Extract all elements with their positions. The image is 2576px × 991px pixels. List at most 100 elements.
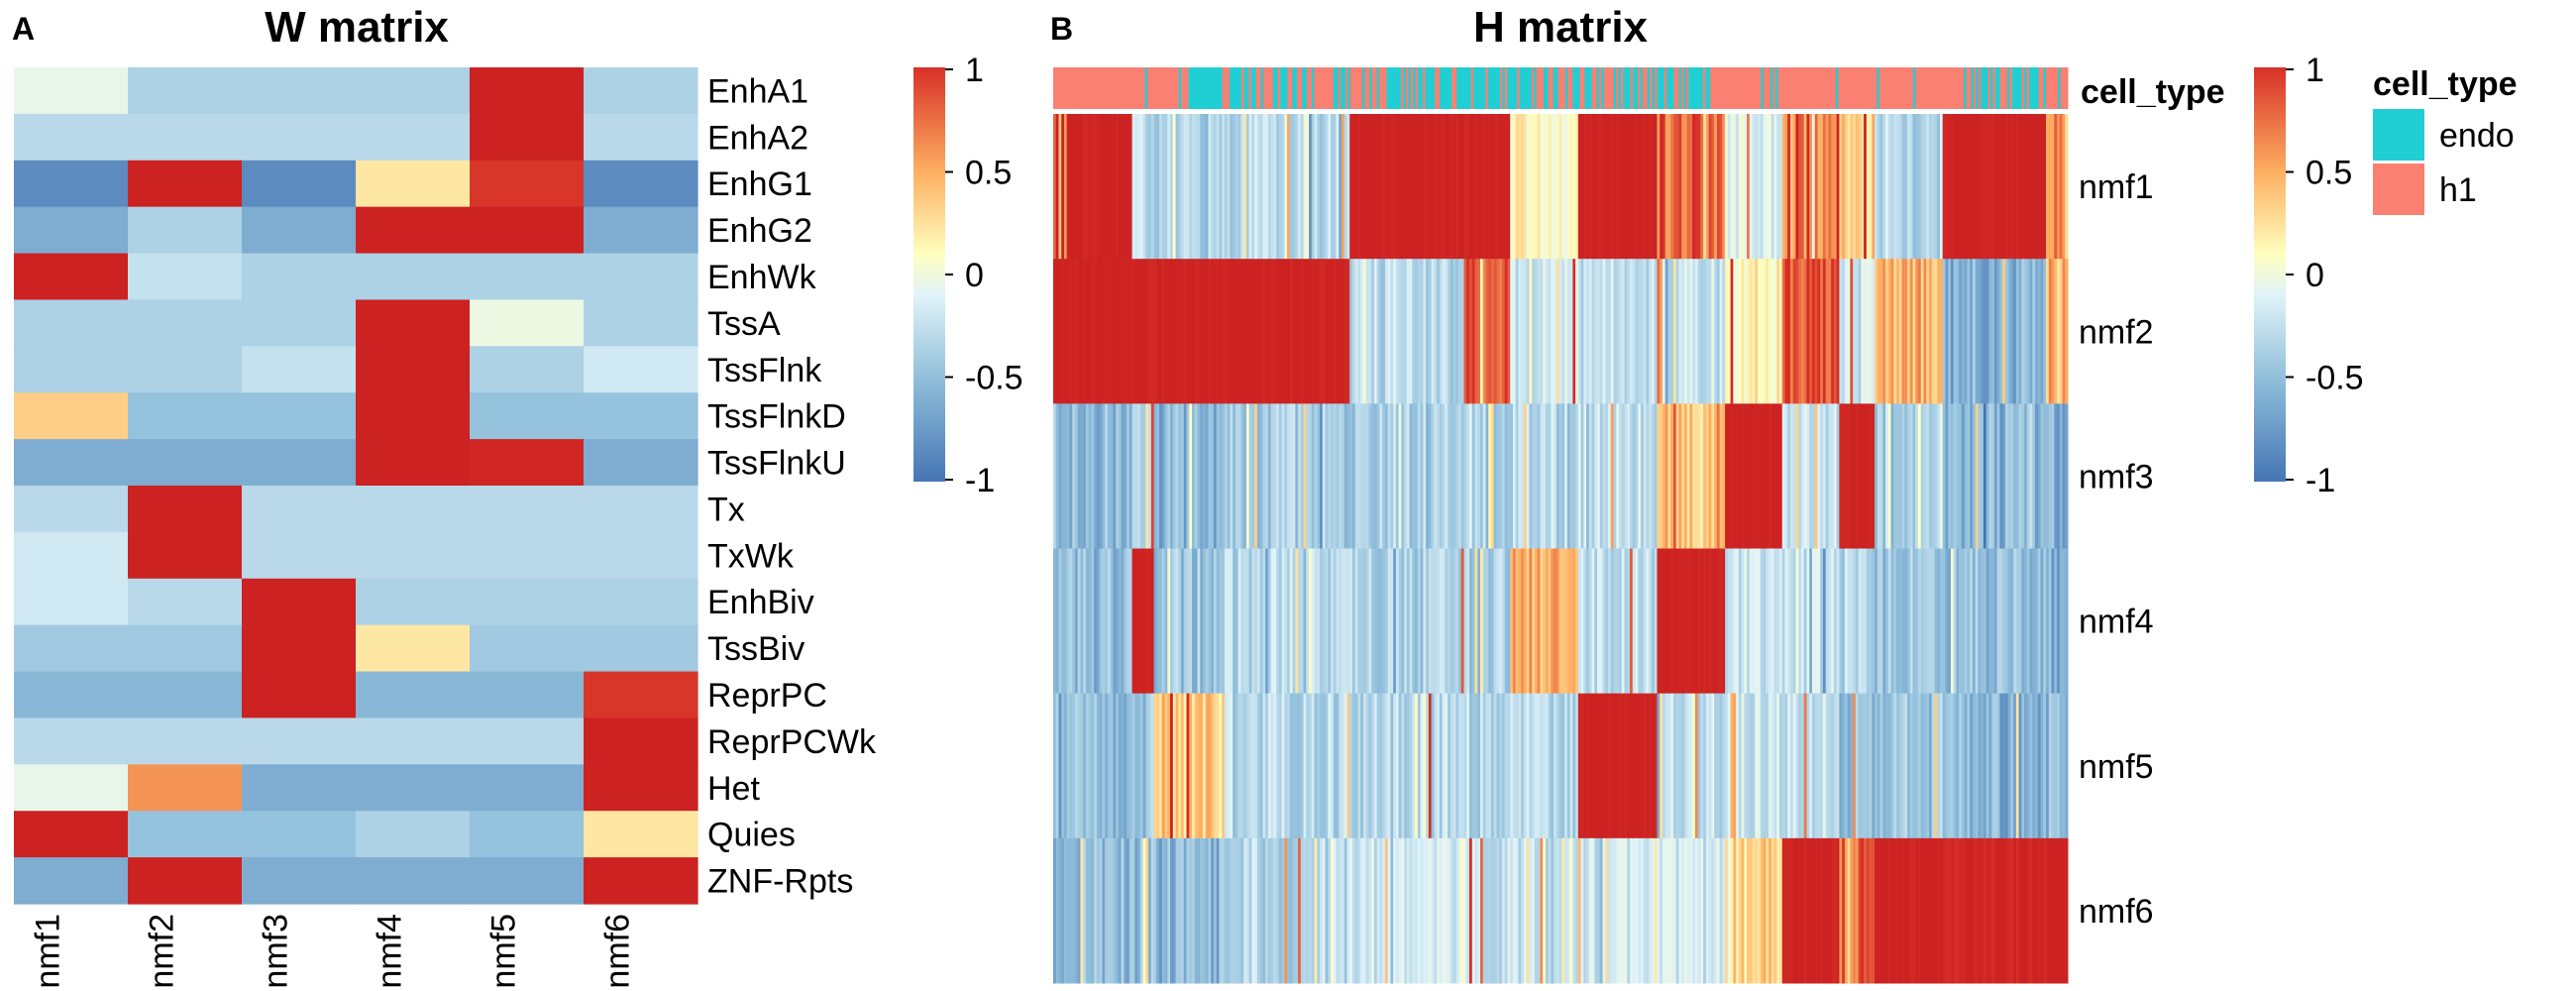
heatmap-cell (1398, 114, 1402, 260)
heatmap-cell (1300, 114, 1305, 260)
heatmap-cell (1619, 403, 1623, 549)
heatmap-cell (1262, 114, 1266, 260)
heatmap-cell (1558, 837, 1562, 984)
heatmap-cell (2048, 693, 2053, 839)
heatmap-cell (1725, 259, 1729, 404)
heatmap-cell (1482, 114, 1487, 260)
heatmap-cell (2021, 114, 2025, 260)
heatmap-cell (1452, 403, 1456, 549)
heatmap-cell (1128, 837, 1133, 984)
annotation-cell (1166, 67, 1170, 109)
heatmap-cell (470, 392, 585, 440)
heatmap-cell (1233, 837, 1236, 984)
heatmap-cell (1820, 693, 1824, 839)
heatmap-cell (1675, 114, 1679, 260)
heatmap-cell (356, 392, 471, 440)
heatmap-cell (1333, 548, 1338, 695)
heatmap-cell (1490, 114, 1495, 260)
heatmap-cell (1738, 403, 1743, 549)
heatmap-cell (1434, 548, 1438, 695)
heatmap-cell (1672, 548, 1677, 695)
heatmap-cell (1855, 693, 1860, 839)
heatmap-cell (1923, 837, 1927, 984)
heatmap-cell (1931, 837, 1935, 984)
heatmap-cell (1237, 259, 1241, 404)
heatmap-cell (1496, 259, 1500, 404)
heatmap-cell (1096, 548, 1101, 695)
annotation-cell (1321, 67, 1325, 109)
heatmap-cell (1460, 693, 1465, 839)
heatmap-cell (2043, 114, 2047, 260)
annotation-cell (1386, 67, 1390, 109)
heatmap-cell (1314, 403, 1318, 549)
heatmap-cell (1189, 403, 1193, 549)
annotation-cell (1915, 67, 1919, 109)
heatmap-cell (1452, 693, 1456, 839)
heatmap-cell (1934, 548, 1938, 695)
heatmap-cell (1853, 837, 1857, 984)
heatmap-cell (1964, 693, 1968, 839)
heatmap-cell (1893, 548, 1897, 695)
annotation-cell (1556, 67, 1559, 109)
heatmap-cell (1683, 259, 1688, 404)
heatmap-cell (1543, 259, 1547, 404)
heatmap-cell (1222, 114, 1226, 260)
annotation-cell (1792, 67, 1795, 109)
heatmap-cell (1412, 837, 1416, 984)
heatmap-cell (1923, 114, 1927, 260)
heatmap-cell (2015, 837, 2020, 984)
heatmap-cell (1800, 403, 1805, 549)
heatmap-cell (1660, 693, 1664, 839)
heatmap-cell (1981, 114, 1985, 260)
heatmap-cell (1145, 548, 1149, 695)
heatmap-cell (1556, 403, 1560, 549)
heatmap-cell (1904, 403, 1908, 549)
annotation-cell (1741, 67, 1745, 109)
heatmap-cell (2007, 548, 2011, 695)
heatmap-cell (1145, 403, 1149, 549)
heatmap-cell (1534, 693, 1539, 839)
heatmap-cell (1469, 403, 1473, 549)
heatmap-cell (1343, 403, 1347, 549)
heatmap-cell (2029, 403, 2033, 549)
annotation-cell (1456, 67, 1460, 109)
annotation-cell (1183, 67, 1187, 109)
heatmap-cell (1635, 837, 1639, 984)
cell-type-annotation-bar (1053, 67, 2069, 109)
heatmap-cell (1379, 693, 1383, 839)
annotation-cell (1178, 67, 1182, 109)
annotation-cell (1574, 67, 1578, 109)
heatmap-cell (1251, 693, 1255, 839)
annotation-cell (1280, 67, 1284, 109)
heatmap-cell (1469, 114, 1473, 260)
annotation-cell (1437, 67, 1441, 109)
heatmap-cell (1058, 837, 1062, 984)
heatmap-cell (1872, 693, 1876, 839)
annotation-cell (1860, 67, 1864, 109)
heatmap-cell (1847, 693, 1851, 839)
heatmap-cell (1577, 259, 1582, 404)
annotation-cell (1809, 67, 1813, 109)
heatmap-cell (1621, 403, 1626, 549)
annotation-cell (1248, 67, 1252, 109)
heatmap-cell (1939, 259, 1944, 404)
heatmap-cell (1243, 403, 1247, 549)
heatmap-cell (1431, 403, 1435, 549)
heatmap-cell (1755, 548, 1759, 695)
heatmap-cell (1080, 837, 1084, 984)
heatmap-cell (1105, 548, 1109, 695)
heatmap-cell (1543, 693, 1547, 839)
heatmap-cell (1328, 259, 1332, 404)
heatmap-cell (1730, 837, 1734, 984)
heatmap-cell (1956, 548, 1960, 695)
annotation-cell (1232, 67, 1235, 109)
heatmap-cell (1320, 693, 1324, 839)
heatmap-cell (1879, 403, 1883, 549)
heatmap-cell (1714, 259, 1718, 404)
heatmap-cell (1548, 837, 1552, 984)
heatmap-cell (1417, 548, 1422, 695)
annotation-cell (1364, 67, 1368, 109)
heatmap-cell (1406, 403, 1411, 549)
heatmap-cell (1847, 548, 1851, 695)
heatmap-cell (584, 113, 698, 162)
